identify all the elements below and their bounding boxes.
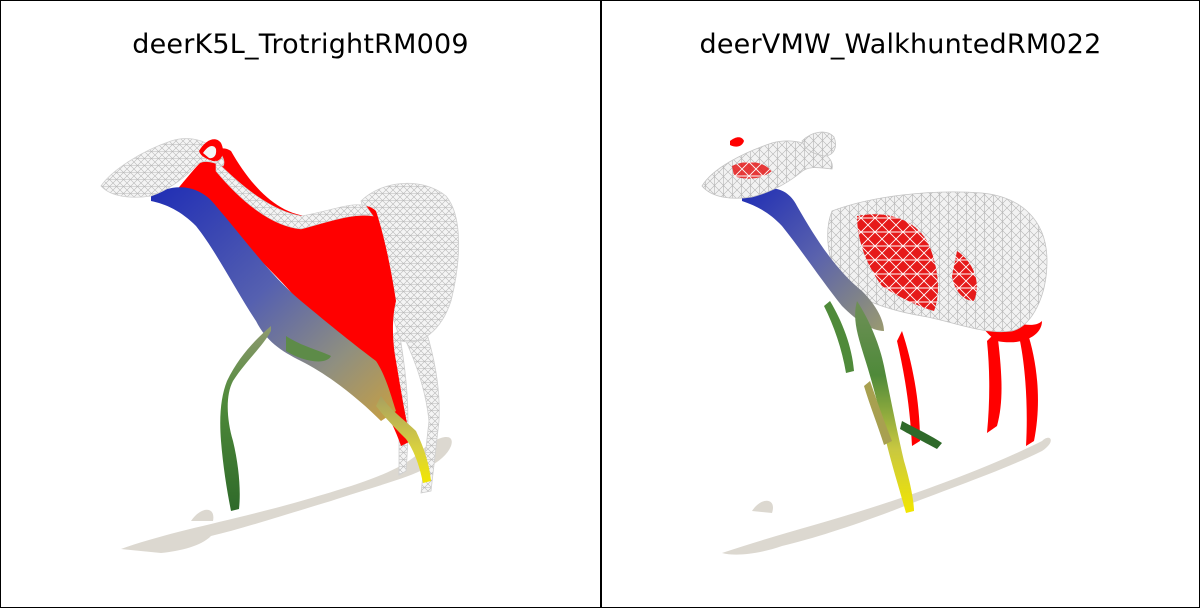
panel-title-left: deerK5L_TrotrightRM009 [132, 29, 469, 60]
hind-leg-wire-left [400, 300, 440, 494]
shadow-right [722, 437, 1051, 555]
foreleg-green-left [220, 326, 271, 511]
deer-render-right [701, 131, 1051, 555]
ear-red-accent-right [730, 137, 744, 147]
neck-right [742, 188, 884, 331]
head-wire-left [100, 138, 225, 198]
hind-leg-red-right [987, 331, 1002, 433]
foreleg-yellow-left [376, 396, 431, 483]
panel-right: deerVMW_WalkhuntedRM022 [600, 1, 1199, 607]
ear-wire-right [801, 131, 836, 157]
panel-title-right: deerVMW_WalkhuntedRM022 [699, 29, 1102, 60]
deer-render-left [100, 138, 460, 553]
panel-left: deerK5L_TrotrightRM009 [1, 1, 600, 607]
neck-left [151, 187, 396, 421]
body-red-left [176, 148, 411, 447]
shadow-left [121, 436, 452, 553]
foreleg-right [855, 301, 914, 513]
torso-red-wire-right [857, 214, 938, 311]
